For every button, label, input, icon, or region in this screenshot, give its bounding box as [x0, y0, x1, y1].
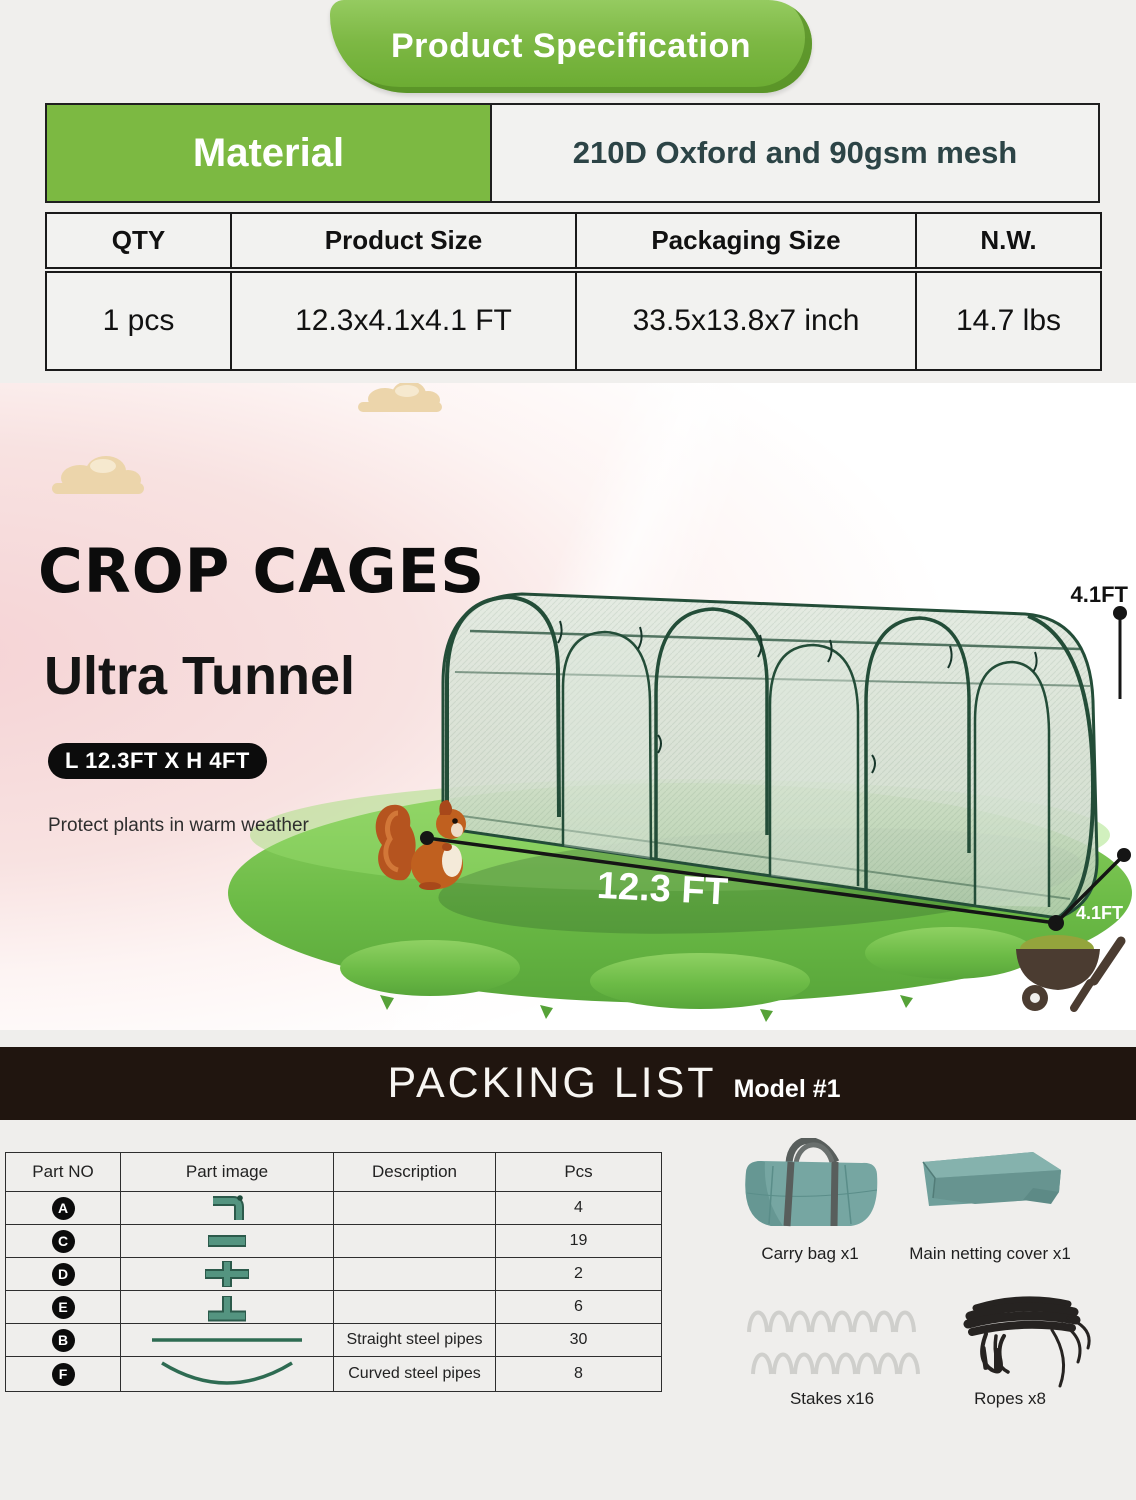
- packing-row: B Straight steel pipes 30: [5, 1323, 662, 1357]
- hero-section: 4.1FT 12.3 FT 4.1FT CROP CAGES Ultra Tun…: [0, 383, 1136, 1030]
- part-pcs: 6: [495, 1290, 662, 1324]
- straight-pipe-icon: [152, 1338, 302, 1342]
- section-header-banner: Product Specification: [330, 0, 812, 93]
- spec-value-row: 1 pcs 12.3x4.1x4.1 FT 33.5x13.8x7 inch 1…: [45, 269, 1102, 371]
- packing-table: Part NO Part image Description Pcs A 4 C: [5, 1152, 662, 1392]
- spec-table: QTY Product Size Packaging Size N.W. 1 p…: [45, 212, 1102, 371]
- hero-tagline: Protect plants in warm weather: [48, 815, 309, 836]
- spec-section: Product Specification Material 210D Oxfo…: [0, 0, 1136, 383]
- packing-header-image: Part image: [120, 1152, 334, 1192]
- ropes-icon: [963, 1296, 1091, 1388]
- part-badge: F: [51, 1362, 75, 1386]
- spec-value-nw: 14.7 lbs: [915, 269, 1102, 371]
- packing-section: PACKING LIST Model #1 Part NO Part image…: [0, 1030, 1136, 1500]
- spec-header-packaging-size: Packaging Size: [575, 212, 917, 273]
- part-badge: A: [51, 1196, 75, 1220]
- hero-title: CROP CAGES: [38, 536, 486, 607]
- dim-height-label: 4.1FT: [1071, 582, 1129, 607]
- cloud-icon: [52, 456, 144, 494]
- straight-connector-icon: [208, 1235, 246, 1247]
- ropes-label: Ropes x8: [974, 1389, 1046, 1408]
- packing-header-part: Part NO: [5, 1152, 121, 1192]
- hero-subtitle: Ultra Tunnel: [44, 646, 356, 706]
- material-row: Material 210D Oxford and 90gsm mesh: [45, 103, 1100, 203]
- part-pcs: 8: [495, 1356, 662, 1392]
- packing-row: C 19: [5, 1224, 662, 1258]
- material-value: 210D Oxford and 90gsm mesh: [572, 135, 1018, 170]
- squirrel-illustration: [375, 800, 466, 890]
- stakes-label: Stakes x16: [789, 1389, 875, 1408]
- carry-bag-icon: [745, 1138, 878, 1227]
- spec-header-product-size: Product Size: [230, 212, 577, 273]
- packing-title: PACKING LIST: [387, 1059, 717, 1107]
- spec-value-qty: 1 pcs: [45, 269, 232, 371]
- part-description: [333, 1257, 496, 1291]
- cloud-icon: [358, 383, 442, 412]
- part-description: Straight steel pipes: [333, 1323, 496, 1357]
- spec-value-product-size: 12.3x4.1x4.1 FT: [230, 269, 577, 371]
- dimension-annotations: 4.1FT 12.3 FT 4.1FT: [420, 582, 1131, 931]
- elbow-connector-icon: [213, 1195, 244, 1220]
- part-pcs: 2: [495, 1257, 662, 1291]
- spec-value-packaging-size: 33.5x13.8x7 inch: [575, 269, 917, 371]
- part-badge: D: [51, 1262, 75, 1286]
- tee-connector-icon: [208, 1296, 246, 1322]
- size-badge: L 12.3FT X H 4FT: [48, 743, 267, 779]
- material-label: Material: [47, 105, 492, 201]
- part-description: [333, 1290, 496, 1324]
- dim-width-label: 4.1FT: [1076, 903, 1123, 923]
- spec-header-row: QTY Product Size Packaging Size N.W.: [45, 212, 1102, 273]
- part-badge: B: [51, 1328, 75, 1352]
- stakes-icon: [747, 1310, 920, 1375]
- packing-row: D 2: [5, 1257, 662, 1291]
- part-pcs: 4: [495, 1191, 662, 1225]
- netting-cover-icon: [922, 1152, 1061, 1206]
- packing-model: Model #1: [733, 1075, 841, 1103]
- packing-header-row: Part NO Part image Description Pcs: [5, 1152, 662, 1192]
- part-pcs: 30: [495, 1323, 662, 1357]
- cross-connector-icon: [205, 1261, 249, 1287]
- part-description: [333, 1224, 496, 1258]
- wheelbarrow-icon: [1016, 935, 1126, 1012]
- crop-tunnel-illustration: [441, 592, 1099, 920]
- part-badge: E: [51, 1295, 75, 1319]
- packing-row: E 6: [5, 1290, 662, 1324]
- part-pcs: 19: [495, 1224, 662, 1258]
- carry-bag-label: Carry bag x1: [761, 1244, 859, 1263]
- part-description: Curved steel pipes: [333, 1356, 496, 1392]
- tunnel-scene-illustration: 4.1FT 12.3 FT 4.1FT: [52, 383, 1132, 1022]
- packing-header-pcs: Pcs: [495, 1152, 662, 1192]
- dim-length-label: 12.3 FT: [596, 865, 729, 914]
- banner-title: Product Specification: [391, 27, 751, 65]
- curved-pipe-icon: [161, 1361, 293, 1385]
- packing-header-description: Description: [333, 1152, 496, 1192]
- netting-cover-label: Main netting cover x1: [909, 1244, 1071, 1263]
- spec-header-qty: QTY: [45, 212, 232, 273]
- packing-row: F Curved steel pipes 8: [5, 1356, 662, 1392]
- packing-title-band: PACKING LIST Model #1: [0, 1047, 1136, 1120]
- spec-header-nw: N.W.: [915, 212, 1102, 273]
- part-description: [333, 1191, 496, 1225]
- packing-row: A 4: [5, 1191, 662, 1225]
- part-badge: C: [51, 1229, 75, 1253]
